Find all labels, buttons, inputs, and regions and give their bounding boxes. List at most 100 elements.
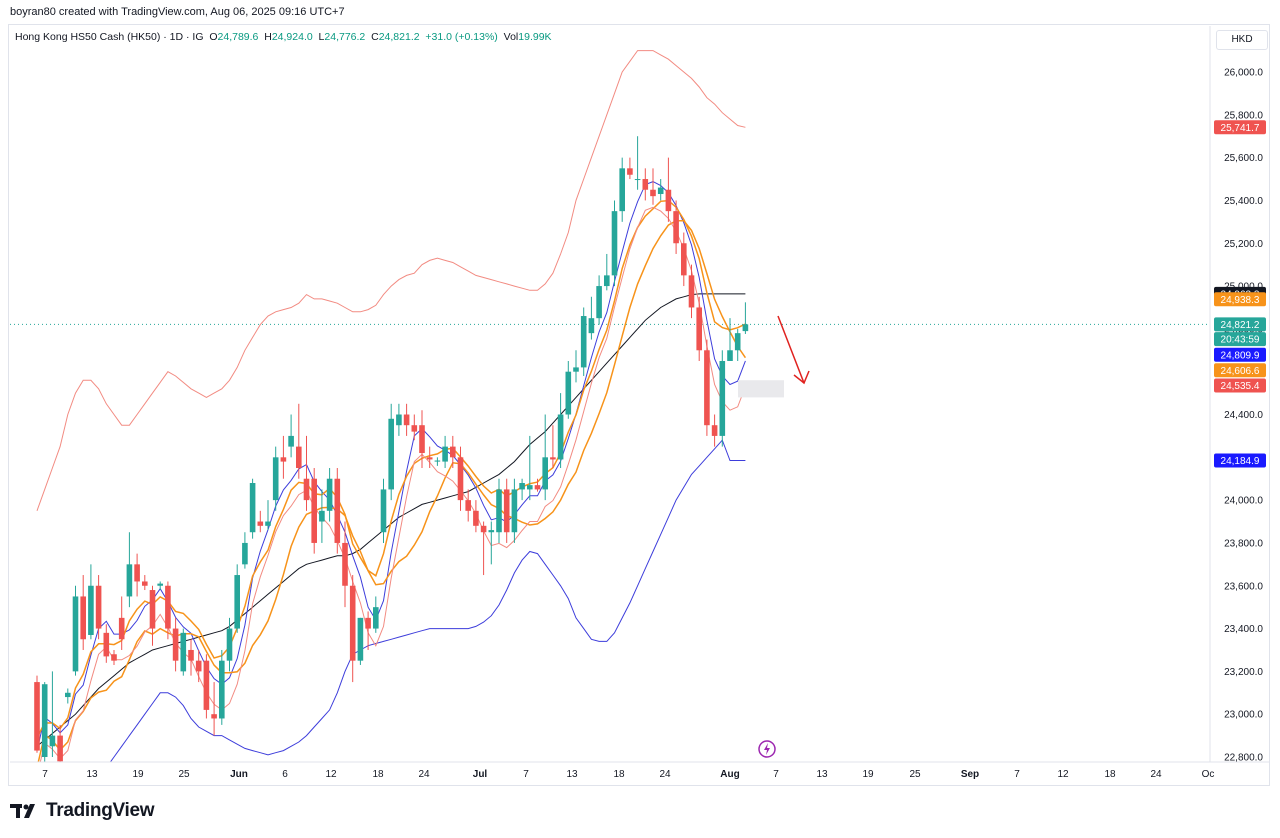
- candle-body: [373, 607, 379, 629]
- price-label-text: 20:43:59: [1221, 335, 1260, 346]
- open-value: 24,789.6: [217, 31, 259, 43]
- candle-body: [596, 286, 602, 319]
- tradingview-logo[interactable]: TradingView: [10, 800, 155, 822]
- candle-body: [188, 649, 194, 661]
- candle-body: [342, 542, 348, 586]
- open-label: O: [209, 31, 218, 43]
- candle-body: [349, 585, 356, 661]
- candle-body: [426, 457, 433, 460]
- candle-body: [326, 478, 333, 511]
- y-tick-label: 23,600.0: [1224, 581, 1263, 592]
- symbol-label[interactable]: Hong Kong HS50 Cash (HK50) · 1D · IG: [15, 31, 204, 43]
- volume-value: 19.99K: [518, 31, 552, 43]
- candle-body: [611, 211, 618, 276]
- x-tick-label: 24: [418, 769, 430, 780]
- candle-body: [219, 660, 225, 719]
- candle-body: [203, 660, 210, 710]
- price-label-text: 24,938.3: [1221, 295, 1260, 306]
- price-label-tag: [1214, 317, 1266, 332]
- candle-body: [49, 735, 56, 747]
- close-label: C: [371, 31, 379, 43]
- candle-body: [450, 446, 456, 458]
- candle-body: [465, 500, 471, 511]
- candle-body: [334, 478, 341, 543]
- orange-lower-average-line: [37, 220, 747, 762]
- chart-frame: [8, 24, 1270, 786]
- close-value: 24,821.2: [378, 31, 420, 43]
- low-label: L: [318, 31, 325, 43]
- y-tick-label: 22,800.0: [1224, 753, 1263, 764]
- candle-body: [727, 350, 733, 361]
- candle-body: [627, 168, 633, 175]
- x-tick-label: 7: [523, 769, 529, 780]
- currency-button[interactable]: HKD: [1216, 30, 1268, 50]
- candle-body: [234, 575, 240, 629]
- candle-body: [80, 596, 86, 640]
- candle-body: [734, 333, 741, 351]
- candle-body: [503, 489, 510, 533]
- candle-body: [657, 187, 664, 195]
- price-label-text: 24,809.9: [1221, 350, 1260, 361]
- y-tick-label: 26,000.0: [1224, 68, 1263, 79]
- plot-area: [10, 50, 1210, 762]
- byline: boyran80 created with TradingView.com, A…: [10, 6, 345, 18]
- chart-legend: Hong Kong HS50 Cash (HK50) · 1D · IG O24…: [15, 31, 552, 43]
- candle-body: [719, 360, 726, 436]
- candle-body: [673, 211, 679, 244]
- candle-body: [688, 275, 695, 308]
- candle-body: [681, 243, 687, 276]
- price-label-tag: [1214, 347, 1266, 362]
- price-label-text: 24,535.4: [1221, 381, 1260, 392]
- candle-body: [519, 483, 525, 490]
- candle-body: [172, 628, 179, 661]
- candle-body: [580, 316, 587, 368]
- candle-body: [388, 418, 394, 490]
- candle-body: [542, 457, 548, 490]
- highlight-box: [738, 380, 784, 398]
- candle-body: [257, 521, 264, 526]
- candle-body: [134, 564, 140, 582]
- candle-body: [34, 682, 40, 751]
- candle-body: [357, 617, 364, 661]
- candle-body: [534, 485, 541, 490]
- x-tick-label: 7: [42, 769, 48, 780]
- candle-body: [288, 435, 294, 447]
- candle-body: [319, 510, 325, 522]
- bollinger-lower-line: [109, 439, 746, 762]
- x-tick-label: 7: [773, 769, 779, 780]
- y-tick-label: 23,200.0: [1224, 667, 1263, 678]
- x-tick-label: 19: [862, 769, 874, 780]
- x-tick-label: 18: [372, 769, 384, 780]
- price-label-text: 24,821.2: [1221, 320, 1260, 331]
- candle-body: [473, 510, 479, 526]
- y-tick-label: 24,400.0: [1224, 410, 1263, 421]
- candle-body: [604, 275, 610, 287]
- candle-body: [272, 457, 279, 501]
- candle-body: [527, 485, 533, 490]
- x-tick-label: Sep: [961, 769, 979, 780]
- candle-body: [642, 179, 649, 190]
- candle-body: [103, 632, 110, 657]
- candle-body: [65, 692, 71, 698]
- candle-body: [211, 714, 217, 719]
- x-tick-label: Jun: [230, 769, 248, 780]
- price-label-text: 24,184.9: [1221, 456, 1260, 467]
- y-tick-label: 23,800.0: [1224, 538, 1263, 549]
- candle-body: [118, 617, 125, 640]
- candle-body: [149, 590, 156, 629]
- down-arrow-head: [793, 370, 810, 385]
- candle-body: [57, 735, 63, 762]
- tradingview-logo-icon: [10, 804, 35, 818]
- candle-body: [365, 617, 371, 629]
- x-tick-label: 7: [1014, 769, 1020, 780]
- x-tick-label: 19: [132, 769, 144, 780]
- candle-body: [419, 425, 425, 454]
- x-tick-label: 13: [566, 769, 578, 780]
- y-tick-label: 25,600.0: [1224, 153, 1263, 164]
- candle-body: [41, 684, 48, 757]
- flash-icon[interactable]: [758, 740, 776, 758]
- price-label-text: 24,606.6: [1221, 366, 1260, 377]
- x-tick-label: 12: [325, 769, 337, 780]
- candle-body: [280, 457, 287, 462]
